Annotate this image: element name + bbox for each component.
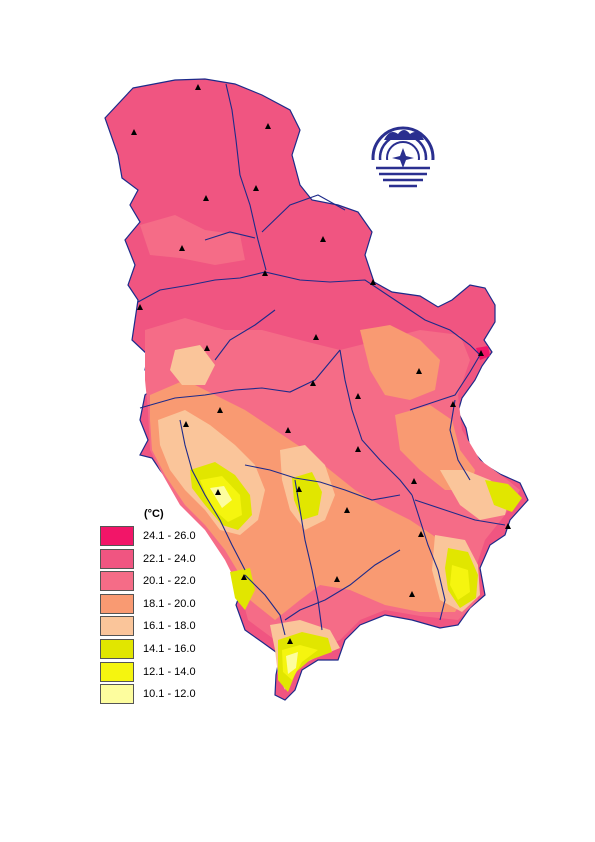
river-tisa [225, 83, 267, 271]
legend-label: 10.1 - 12.0 [143, 688, 196, 701]
station-marker [204, 345, 210, 351]
legend-swatch [100, 548, 134, 569]
legend-item: 10.1 - 12.0 [100, 684, 240, 706]
zone-18-20 [360, 325, 440, 400]
station-marker [131, 129, 137, 135]
zone-20-22 [140, 215, 245, 265]
zone-16-18 [170, 345, 215, 385]
station-marker [416, 368, 422, 374]
rivers [137, 83, 506, 636]
hydrometeorological-service-logo [370, 126, 436, 190]
legend-swatch [100, 661, 134, 682]
legend-label: 18.1 - 20.0 [143, 597, 196, 610]
station-marker [287, 638, 293, 644]
legend-swatch [100, 616, 134, 637]
legend-swatch [100, 684, 134, 705]
station-marker [195, 84, 201, 90]
river-begej [204, 231, 256, 241]
river-timok [449, 399, 471, 481]
station-marker [215, 489, 221, 495]
station-marker [137, 304, 143, 310]
river-drina [179, 419, 246, 571]
zone-18-20 [395, 405, 475, 490]
legend-item: 14.1 - 16.0 [100, 639, 240, 661]
legend-item: 22.1 - 24.0 [100, 548, 240, 571]
station-marker [334, 576, 340, 582]
station-marker [411, 478, 417, 484]
legend-label: 24.1 - 26.0 [143, 530, 196, 542]
zone-12-14 [450, 565, 470, 600]
legend-label: 12.1 - 14.0 [143, 665, 196, 678]
station-marker [409, 591, 415, 597]
station-marker [355, 446, 361, 452]
station-marker [183, 421, 189, 427]
station-marker [418, 531, 424, 537]
zone-10-12 [286, 652, 298, 674]
legend-label: 20.1 - 22.0 [143, 575, 196, 588]
station-marker [203, 195, 209, 201]
station-marker [478, 350, 484, 356]
legend-label: 14.1 - 16.0 [143, 643, 196, 655]
station-marker [217, 407, 223, 413]
legend-swatch [100, 639, 134, 659]
legend-item: 20.1 - 22.0 [100, 571, 240, 593]
legend-unit: (°C) [144, 508, 164, 520]
station-marker [285, 427, 291, 433]
legend-label: 16.1 - 18.0 [143, 620, 196, 633]
legend-swatch [100, 526, 134, 546]
station-marker [370, 279, 376, 285]
station-marker [320, 236, 326, 242]
station-marker [505, 523, 511, 529]
river-tamis [261, 194, 346, 233]
station-marker [310, 380, 316, 386]
river-sava [139, 349, 341, 409]
river-zapadna-morava [244, 464, 401, 501]
station-marker [344, 507, 350, 513]
river-danube [137, 271, 481, 411]
legend-item: 18.1 - 20.0 [100, 593, 240, 616]
zone-14-16 [485, 480, 522, 512]
legend-swatch [100, 593, 134, 614]
river-juzna-morava [411, 494, 446, 621]
legend-item: 12.1 - 14.0 [100, 661, 240, 684]
legend-item: 16.1 - 18.0 [100, 616, 240, 638]
station-marker [179, 245, 185, 251]
station-marker [241, 574, 247, 580]
legend-label: 22.1 - 24.0 [143, 552, 196, 565]
station-marker [296, 486, 302, 492]
station-marker [355, 393, 361, 399]
river-kolubara [214, 309, 276, 361]
river-velika-morava [339, 349, 413, 496]
station-marker [253, 185, 259, 191]
weather-stations [131, 84, 511, 644]
legend-item: 24.1 - 26.0 [100, 526, 240, 548]
station-marker [262, 270, 268, 276]
station-marker [450, 401, 456, 407]
river-nisava [414, 499, 506, 526]
legend-swatch [100, 571, 134, 592]
river-lim [244, 574, 286, 636]
river-ibar [294, 479, 323, 631]
river-south-west [284, 549, 401, 621]
zone-10-12 [210, 486, 232, 508]
station-marker [265, 123, 271, 129]
station-marker [313, 334, 319, 340]
